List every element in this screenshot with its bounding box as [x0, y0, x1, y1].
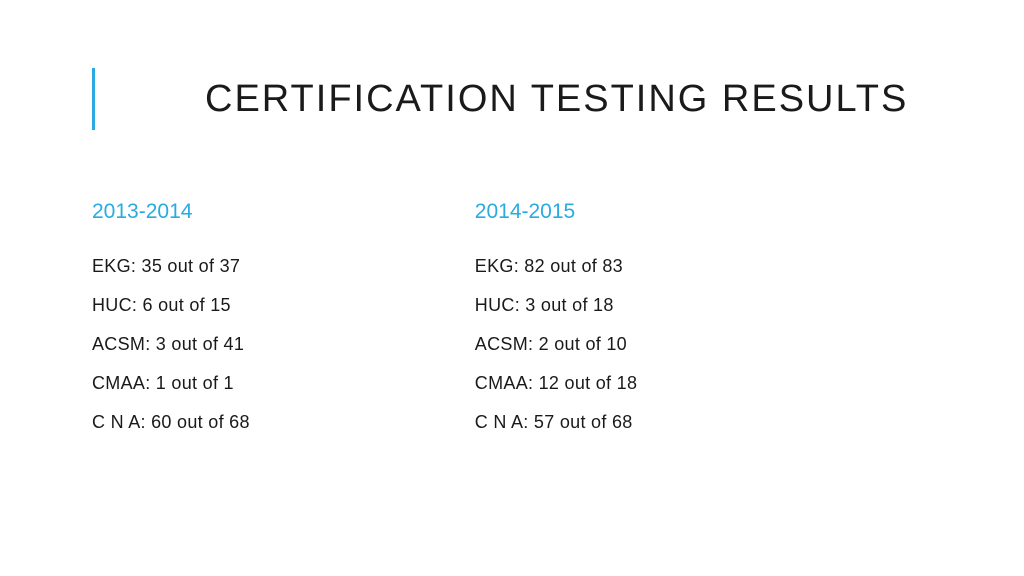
list-item: HUC: 3 out of 18 [475, 295, 638, 316]
list-item: EKG: 82 out of 83 [475, 256, 638, 277]
list-item: ACSM: 2 out of 10 [475, 334, 638, 355]
list-item: C N A: 60 out of 68 [92, 412, 250, 433]
column-left: 2013-2014 EKG: 35 out of 37 HUC: 6 out o… [92, 200, 250, 451]
year-heading-right: 2014-2015 [475, 200, 638, 224]
title-accent-bar [92, 68, 95, 130]
column-right: 2014-2015 EKG: 82 out of 83 HUC: 3 out o… [475, 200, 638, 451]
list-item: CMAA: 1 out of 1 [92, 373, 250, 394]
content-columns: 2013-2014 EKG: 35 out of 37 HUC: 6 out o… [92, 200, 637, 451]
page-title: CERTIFICATION TESTING RESULTS [205, 78, 908, 121]
list-item: CMAA: 12 out of 18 [475, 373, 638, 394]
list-item: ACSM: 3 out of 41 [92, 334, 250, 355]
list-item: C N A: 57 out of 68 [475, 412, 638, 433]
list-item: EKG: 35 out of 37 [92, 256, 250, 277]
year-heading-left: 2013-2014 [92, 200, 250, 224]
title-area: CERTIFICATION TESTING RESULTS [92, 68, 908, 130]
list-item: HUC: 6 out of 15 [92, 295, 250, 316]
